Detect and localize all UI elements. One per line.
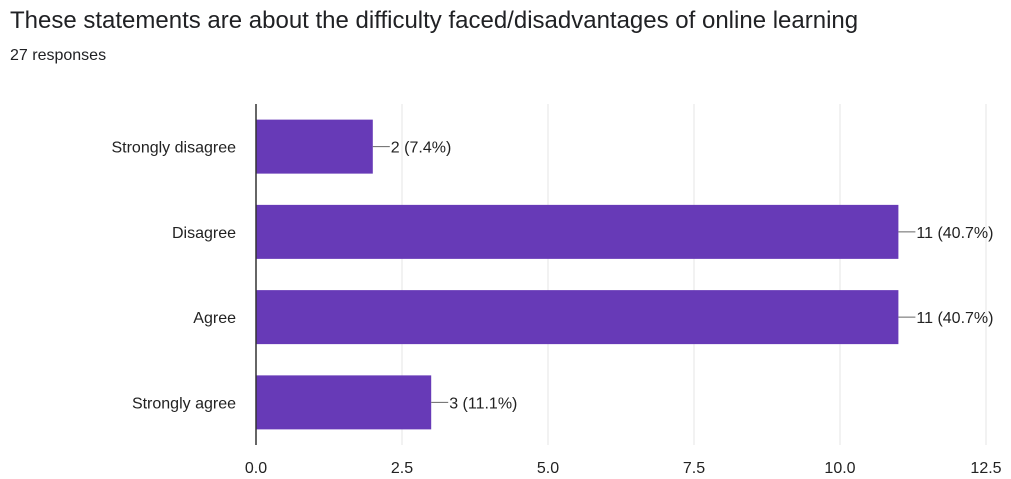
data-label: 3 (11.1%)	[449, 395, 517, 412]
x-tick-label: 5.0	[537, 460, 559, 477]
x-tick-label: 0.0	[245, 460, 267, 477]
data-label: 11 (40.7%)	[916, 310, 993, 327]
response-count: 27 responses	[10, 47, 107, 64]
x-tick-label: 10.0	[824, 460, 855, 477]
bars	[256, 119, 899, 430]
category-label: Disagree	[172, 225, 236, 242]
bar	[256, 290, 899, 345]
bar	[256, 204, 899, 259]
category-label: Agree	[193, 310, 236, 327]
category-label: Strongly agree	[132, 395, 236, 412]
chart-title: These statements are about the difficult…	[10, 7, 859, 34]
bar	[256, 119, 373, 174]
x-tick-label: 2.5	[391, 460, 413, 477]
grid-lines	[401, 104, 987, 445]
data-label: 11 (40.7%)	[916, 225, 993, 242]
category-label: Strongly disagree	[111, 140, 236, 157]
labels: 0.0 2.5 5.0 7.5 10.0 12.5 Strongly disagree 2 (…	[111, 140, 1001, 477]
x-tick-label: 7.5	[683, 460, 705, 477]
bar	[256, 375, 432, 430]
x-tick-label: 12.5	[970, 460, 1001, 477]
data-label: 2 (7.4%)	[391, 140, 451, 157]
